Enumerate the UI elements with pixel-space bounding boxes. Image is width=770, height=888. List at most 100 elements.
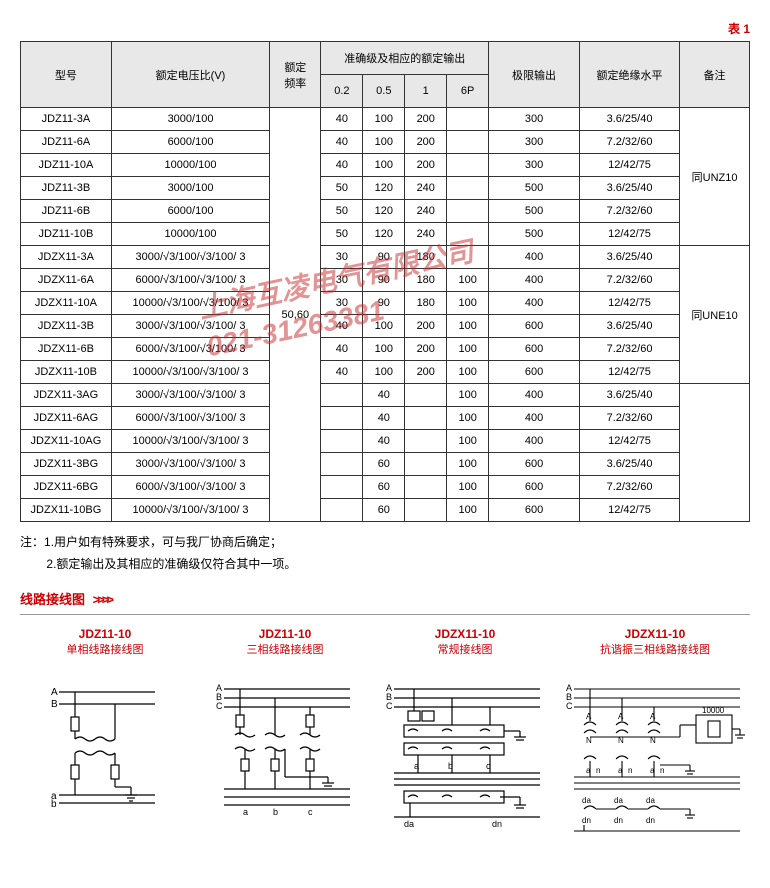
cell: JDZ11-10B <box>21 223 112 246</box>
cell: 3.6/25/40 <box>579 246 679 269</box>
svg-text:a: a <box>650 766 655 775</box>
cell: 100 <box>447 453 489 476</box>
cell <box>321 476 363 499</box>
cell <box>680 384 750 522</box>
cell: 12/42/75 <box>579 361 679 384</box>
diag-title2: 抗谐振三相线路接线图 <box>560 641 750 657</box>
cell <box>405 476 447 499</box>
cell: 400 <box>489 269 580 292</box>
section-title: 线路接线图 >>>> <box>20 589 750 608</box>
cell: 100 <box>447 384 489 407</box>
cell: 90 <box>363 269 405 292</box>
cell: 30 <box>321 269 363 292</box>
table-row: JDZX11-3AG3000/√3/100/√3/100/ 3401004003… <box>21 384 750 407</box>
svg-text:a: a <box>618 766 623 775</box>
table-row: JDZ11-10B10000/1005012024050012/42/75 <box>21 223 750 246</box>
th-insul: 额定绝缘水平 <box>579 42 679 108</box>
svg-text:dn: dn <box>614 816 623 825</box>
cell: 3000/√3/100/√3/100/ 3 <box>111 246 269 269</box>
cell: 120 <box>363 223 405 246</box>
cell: 300 <box>489 131 580 154</box>
cell: 300 <box>489 108 580 131</box>
section-arrows: >>>> <box>93 592 111 607</box>
cell: 6000/√3/100/√3/100/ 3 <box>111 407 269 430</box>
cell: 120 <box>363 200 405 223</box>
cell: 40 <box>321 131 363 154</box>
cell: 50 <box>321 200 363 223</box>
th-acc-sub: 0.2 <box>321 75 363 108</box>
svg-text:b: b <box>273 807 278 817</box>
cell: 180 <box>405 269 447 292</box>
cell: JDZ11-6B <box>21 200 112 223</box>
cell: JDZ11-3B <box>21 177 112 200</box>
th-acc-sub: 0.5 <box>363 75 405 108</box>
th-model: 型号 <box>21 42 112 108</box>
diag-title2: 常规接线图 <box>380 641 550 657</box>
cell: JDZ11-6A <box>21 131 112 154</box>
svg-text:A: A <box>586 712 592 721</box>
diag-title1: JDZ11-10 <box>20 627 190 641</box>
cell <box>405 384 447 407</box>
note2: 2.额定输出及其相应的准确级仅符合其中一项。 <box>46 557 296 571</box>
table-row: JDZ11-10A10000/1004010020030012/42/75 <box>21 154 750 177</box>
diagram: JDZX11-10 常规接线图 A B C a b c da dn <box>380 627 550 837</box>
cell <box>405 430 447 453</box>
svg-text:n: n <box>628 766 632 775</box>
cell: 100 <box>447 499 489 522</box>
cell: 40 <box>321 361 363 384</box>
cell: 100 <box>363 108 405 131</box>
svg-text:c: c <box>308 807 313 817</box>
th-acc-sub: 6P <box>447 75 489 108</box>
svg-text:b: b <box>448 761 453 771</box>
cell: 7.2/32/60 <box>579 131 679 154</box>
th-acc-sub: 1 <box>405 75 447 108</box>
cell: 10000/100 <box>111 223 269 246</box>
cell: 600 <box>489 361 580 384</box>
cell <box>321 430 363 453</box>
cell: 100 <box>363 154 405 177</box>
cell: 30 <box>321 292 363 315</box>
cell: 240 <box>405 177 447 200</box>
cell: JDZX11-10A <box>21 292 112 315</box>
table-row: JDZX11-6A6000/√3/100/√3/100/ 33090180100… <box>21 269 750 292</box>
cell <box>447 131 489 154</box>
cell: 3.6/25/40 <box>579 108 679 131</box>
diagrams-row: JDZ11-10 单相线路接线图 A B a b JDZ11-10 三相线路接线… <box>20 627 750 837</box>
cell: 100 <box>447 292 489 315</box>
table-row: JDZ11-6A6000/100401002003007.2/32/60 <box>21 131 750 154</box>
cell: 400 <box>489 292 580 315</box>
cell: 50,60 <box>270 108 321 522</box>
svg-text:dn: dn <box>582 816 591 825</box>
svg-text:da: da <box>582 796 591 805</box>
cell: 200 <box>405 361 447 384</box>
cell: 7.2/32/60 <box>579 269 679 292</box>
table-row: JDZX11-6B6000/√3/100/√3/100/ 34010020010… <box>21 338 750 361</box>
diag-title2: 三相线路接线图 <box>200 641 370 657</box>
cell: 60 <box>363 476 405 499</box>
cell: 60 <box>363 453 405 476</box>
cell: 7.2/32/60 <box>579 200 679 223</box>
cell: 3000/√3/100/√3/100/ 3 <box>111 315 269 338</box>
cell: 500 <box>489 200 580 223</box>
cell: 100 <box>447 361 489 384</box>
cell: 40 <box>363 430 405 453</box>
cell: 10000/√3/100/√3/100/ 3 <box>111 430 269 453</box>
cell: 100 <box>363 361 405 384</box>
svg-text:dn: dn <box>492 819 502 829</box>
svg-text:da: da <box>404 819 414 829</box>
cell: 200 <box>405 154 447 177</box>
table-row: JDZ11-3A3000/10050,60401002003003.6/25/4… <box>21 108 750 131</box>
cell: 6000/100 <box>111 200 269 223</box>
cell <box>405 453 447 476</box>
diag-title2: 单相线路接线图 <box>20 641 190 657</box>
svg-text:da: da <box>614 796 623 805</box>
svg-text:a: a <box>586 766 591 775</box>
cell: 500 <box>489 223 580 246</box>
cell: 同UNZ10 <box>680 108 750 246</box>
cell: 100 <box>447 269 489 292</box>
svg-text:n: n <box>596 766 600 775</box>
cell: 600 <box>489 315 580 338</box>
cell: 120 <box>363 177 405 200</box>
svg-text:A: A <box>618 712 624 721</box>
cell <box>321 384 363 407</box>
